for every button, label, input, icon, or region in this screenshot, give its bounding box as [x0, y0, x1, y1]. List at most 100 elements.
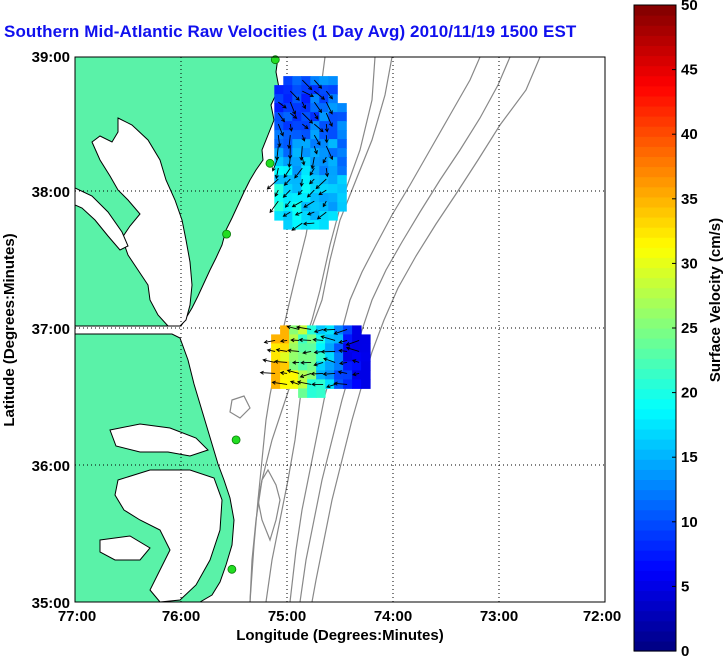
velocity-cell	[283, 211, 293, 221]
velocity-cell	[283, 94, 293, 104]
velocity-cell	[325, 343, 335, 353]
y-axis-label: Latitude (Degrees:Minutes)	[1, 233, 18, 426]
velocity-arrow	[301, 134, 306, 142]
velocity-cell	[334, 361, 344, 371]
velocity-cell	[328, 166, 338, 176]
colorbar	[634, 5, 676, 652]
velocity-cell	[301, 193, 311, 203]
velocity-arrow	[314, 123, 324, 133]
velocity-cell	[319, 211, 329, 221]
velocity-arrow	[337, 370, 348, 375]
velocity-cell	[283, 103, 293, 113]
velocity-cell	[271, 379, 281, 389]
colorbar-swatch	[634, 570, 676, 581]
x-tick-label: 73:00	[480, 608, 518, 625]
colorbar-swatch	[634, 388, 676, 400]
velocity-cell	[298, 388, 308, 398]
velocity-cell	[319, 166, 329, 176]
velocity-cell	[319, 121, 329, 131]
velocity-cell	[301, 184, 311, 194]
velocity-arrow	[345, 346, 360, 352]
colorbar-swatch	[634, 95, 676, 107]
velocity-cell	[316, 370, 326, 380]
colorbar-swatch	[634, 317, 676, 329]
velocity-arrow	[312, 337, 324, 342]
velocity-cell	[316, 334, 326, 344]
velocity-cell	[319, 130, 329, 140]
colorbar-swatch	[634, 620, 676, 632]
velocity-cell	[292, 157, 302, 167]
velocity-arrow	[296, 380, 312, 385]
velocity-cell	[280, 334, 290, 344]
velocity-arrow	[345, 339, 360, 346]
velocity-cell	[310, 121, 320, 131]
velocity-cell	[361, 361, 371, 371]
velocity-arrow	[277, 112, 285, 123]
velocity-arrow	[299, 372, 312, 378]
velocity-cell	[337, 193, 347, 203]
velocity-arrow	[310, 371, 324, 376]
velocity-cell	[316, 343, 326, 353]
velocity-cell	[328, 157, 338, 167]
colorbar-swatch	[634, 630, 676, 642]
velocity-arrow	[283, 167, 291, 179]
velocity-cell	[310, 166, 320, 176]
velocity-cell	[283, 184, 293, 194]
velocity-cell	[280, 343, 290, 353]
velocity-cell	[307, 361, 317, 371]
colorbar-swatch	[634, 25, 676, 36]
velocity-cell	[301, 85, 311, 95]
velocity-arrow	[338, 339, 348, 344]
velocity-cell	[328, 94, 338, 104]
radar-station-marker	[265, 158, 275, 168]
velocity-cell	[280, 325, 290, 335]
velocity-cell	[298, 379, 308, 389]
velocity-arrow	[320, 335, 336, 341]
velocity-arrow	[322, 327, 336, 332]
velocity-cell	[310, 130, 320, 140]
velocity-cell	[328, 148, 338, 158]
velocity-arrow	[313, 145, 318, 155]
velocity-cell	[307, 352, 317, 362]
velocity-cell	[328, 112, 338, 122]
velocity-cell	[328, 193, 338, 203]
velocity-arrow	[269, 200, 279, 214]
colorbar-swatch	[634, 600, 676, 612]
velocity-cell	[283, 112, 293, 122]
velocity-cell	[352, 370, 362, 380]
velocity-arrow	[322, 200, 327, 208]
colorbar-swatch	[634, 85, 676, 97]
velocity-cell	[301, 139, 311, 149]
velocity-arrow	[313, 112, 319, 120]
velocity-arrow	[351, 372, 360, 377]
velocity-cell	[343, 352, 353, 362]
velocity-arrow	[316, 211, 327, 220]
velocity-arrow	[326, 383, 336, 389]
map-title: Southern Mid-Atlantic Raw Velocities (1 …	[4, 22, 577, 41]
velocity-arrow	[301, 157, 306, 166]
velocity-cell	[301, 148, 311, 158]
velocity-cell	[328, 76, 338, 86]
colorbar-swatch	[634, 136, 676, 147]
albemarle-sound	[109, 423, 209, 457]
velocity-arrow	[301, 79, 313, 91]
velocity-cell	[301, 76, 311, 86]
velocity-arrow	[291, 200, 303, 208]
velocity-arrow	[262, 358, 276, 363]
colorbar-swatch	[634, 65, 676, 77]
colorbar-swatch	[634, 348, 676, 359]
velocity-arrow	[290, 112, 298, 119]
colorbar-swatch	[634, 640, 676, 652]
velocity-cell	[337, 157, 347, 167]
velocity-cell	[289, 370, 299, 380]
colorbar-swatch	[634, 186, 676, 198]
colorbar-swatch	[634, 176, 676, 188]
velocity-cell	[334, 370, 344, 380]
velocity-cell	[292, 148, 302, 158]
velocity-cell	[328, 121, 338, 131]
colorbar-swatch	[634, 105, 676, 117]
colorbar-tick-label: 20	[681, 385, 698, 402]
velocity-arrow	[313, 134, 321, 146]
velocity-arrow	[289, 101, 297, 116]
velocity-cell	[292, 193, 302, 203]
